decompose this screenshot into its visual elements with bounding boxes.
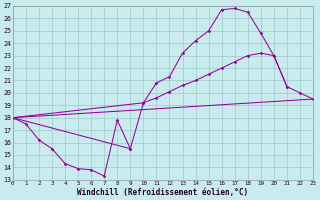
X-axis label: Windchill (Refroidissement éolien,°C): Windchill (Refroidissement éolien,°C) (77, 188, 249, 197)
